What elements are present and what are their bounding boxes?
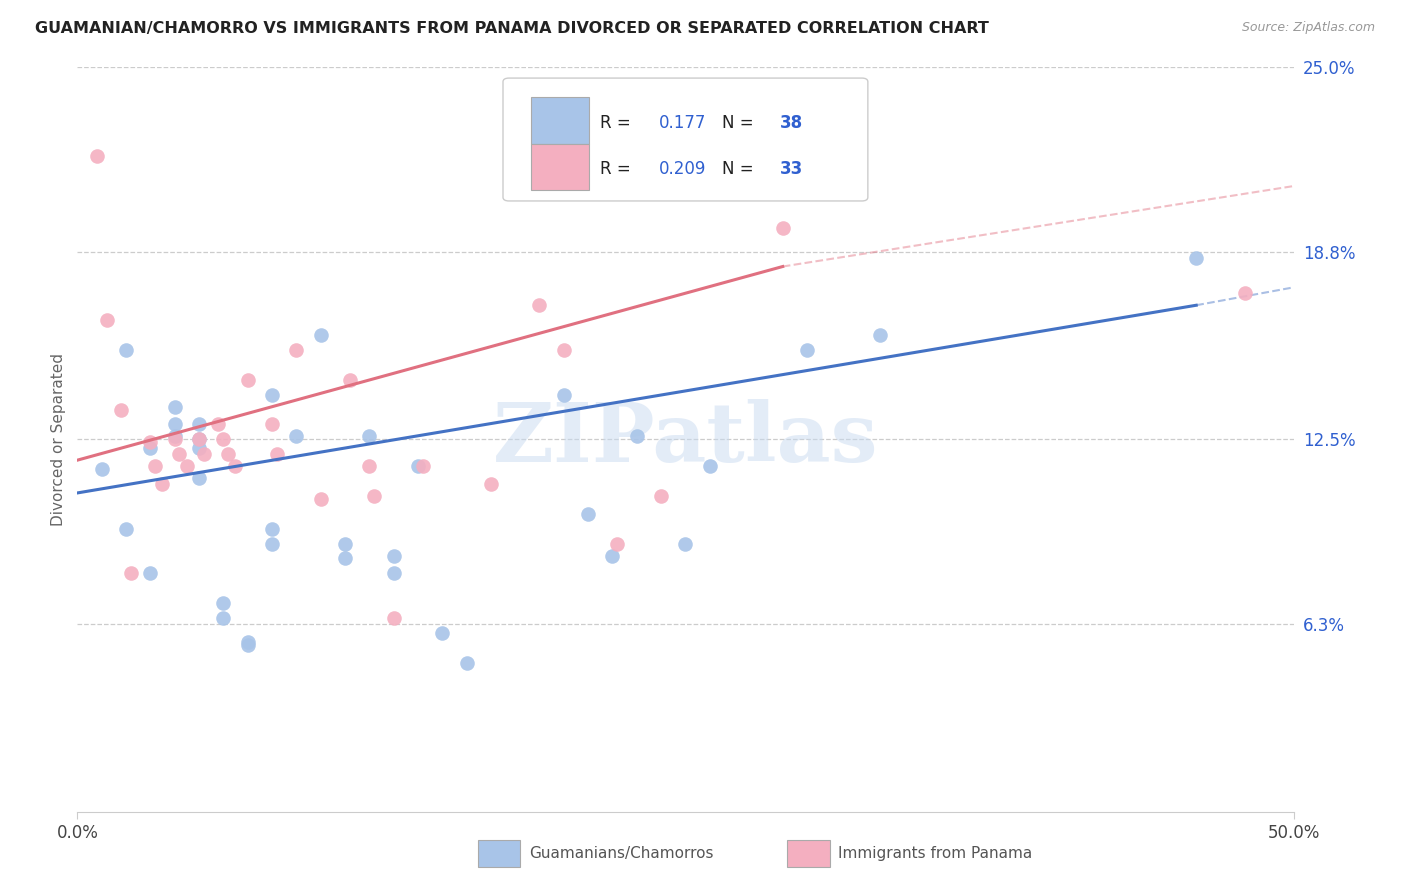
Point xyxy=(212,596,235,610)
Point xyxy=(363,489,385,503)
Point xyxy=(382,566,405,581)
Point xyxy=(309,491,332,506)
Text: GUAMANIAN/CHAMORRO VS IMMIGRANTS FROM PANAMA DIVORCED OR SEPARATED CORRELATION C: GUAMANIAN/CHAMORRO VS IMMIGRANTS FROM PA… xyxy=(35,21,988,36)
Text: 0.209: 0.209 xyxy=(658,160,706,178)
Point xyxy=(626,429,648,443)
FancyBboxPatch shape xyxy=(531,97,589,144)
Point xyxy=(212,433,235,447)
Point xyxy=(110,402,132,417)
Point xyxy=(699,459,721,474)
Point xyxy=(169,447,191,461)
Point xyxy=(176,459,198,474)
Point xyxy=(139,435,162,450)
Point xyxy=(188,433,211,447)
Text: ZIPatlas: ZIPatlas xyxy=(492,400,879,479)
Point xyxy=(869,328,891,343)
Point xyxy=(236,373,259,387)
Point xyxy=(456,656,478,670)
Point xyxy=(163,433,186,447)
Text: 38: 38 xyxy=(780,114,803,132)
Point xyxy=(1233,286,1256,301)
Point xyxy=(163,417,186,432)
Point xyxy=(115,522,138,536)
Text: N =: N = xyxy=(721,160,759,178)
Text: 33: 33 xyxy=(780,160,804,178)
Point xyxy=(333,536,356,550)
Point xyxy=(266,447,288,461)
Point xyxy=(188,471,211,485)
Point xyxy=(217,447,239,461)
Point xyxy=(1185,251,1208,265)
Point xyxy=(86,149,108,163)
Point xyxy=(285,343,308,357)
Point xyxy=(115,343,138,357)
Point xyxy=(529,298,551,312)
Text: Guamanians/Chamorros: Guamanians/Chamorros xyxy=(529,847,713,861)
Point xyxy=(96,313,118,327)
Text: R =: R = xyxy=(600,160,637,178)
Point xyxy=(796,343,818,357)
Point xyxy=(120,566,142,581)
Point xyxy=(207,417,229,432)
Point xyxy=(382,611,405,625)
Point xyxy=(139,442,162,456)
Point xyxy=(212,611,235,625)
Point xyxy=(412,459,434,474)
Point xyxy=(193,447,215,461)
Point xyxy=(333,551,356,566)
Point xyxy=(479,477,502,491)
Point xyxy=(188,417,211,432)
Point xyxy=(359,429,381,443)
Point xyxy=(236,638,259,652)
Point xyxy=(553,343,575,357)
FancyBboxPatch shape xyxy=(503,78,868,201)
Point xyxy=(650,489,672,503)
Point xyxy=(236,635,259,649)
Text: Immigrants from Panama: Immigrants from Panama xyxy=(838,847,1032,861)
Point xyxy=(260,417,283,432)
Text: N =: N = xyxy=(721,114,759,132)
Point xyxy=(602,549,624,563)
Point xyxy=(163,429,186,443)
Y-axis label: Divorced or Separated: Divorced or Separated xyxy=(51,353,66,525)
Point xyxy=(339,373,361,387)
Point xyxy=(553,387,575,401)
Point xyxy=(576,507,599,521)
Point xyxy=(382,549,405,563)
Point xyxy=(260,536,283,550)
Point xyxy=(163,400,186,414)
Point xyxy=(772,220,794,235)
Point xyxy=(139,566,162,581)
Point xyxy=(152,477,174,491)
Point xyxy=(188,433,211,447)
Point xyxy=(309,328,332,343)
Point xyxy=(406,459,429,474)
Point xyxy=(260,387,283,401)
Point xyxy=(188,442,211,456)
Point xyxy=(143,459,166,474)
FancyBboxPatch shape xyxy=(531,144,589,190)
Point xyxy=(285,429,308,443)
Point xyxy=(606,536,628,550)
Point xyxy=(359,459,381,474)
Text: 0.177: 0.177 xyxy=(658,114,706,132)
Point xyxy=(430,626,453,640)
Point xyxy=(90,462,112,476)
Point xyxy=(260,522,283,536)
Point xyxy=(224,459,246,474)
Text: Source: ZipAtlas.com: Source: ZipAtlas.com xyxy=(1241,21,1375,34)
Point xyxy=(675,536,697,550)
Text: R =: R = xyxy=(600,114,637,132)
